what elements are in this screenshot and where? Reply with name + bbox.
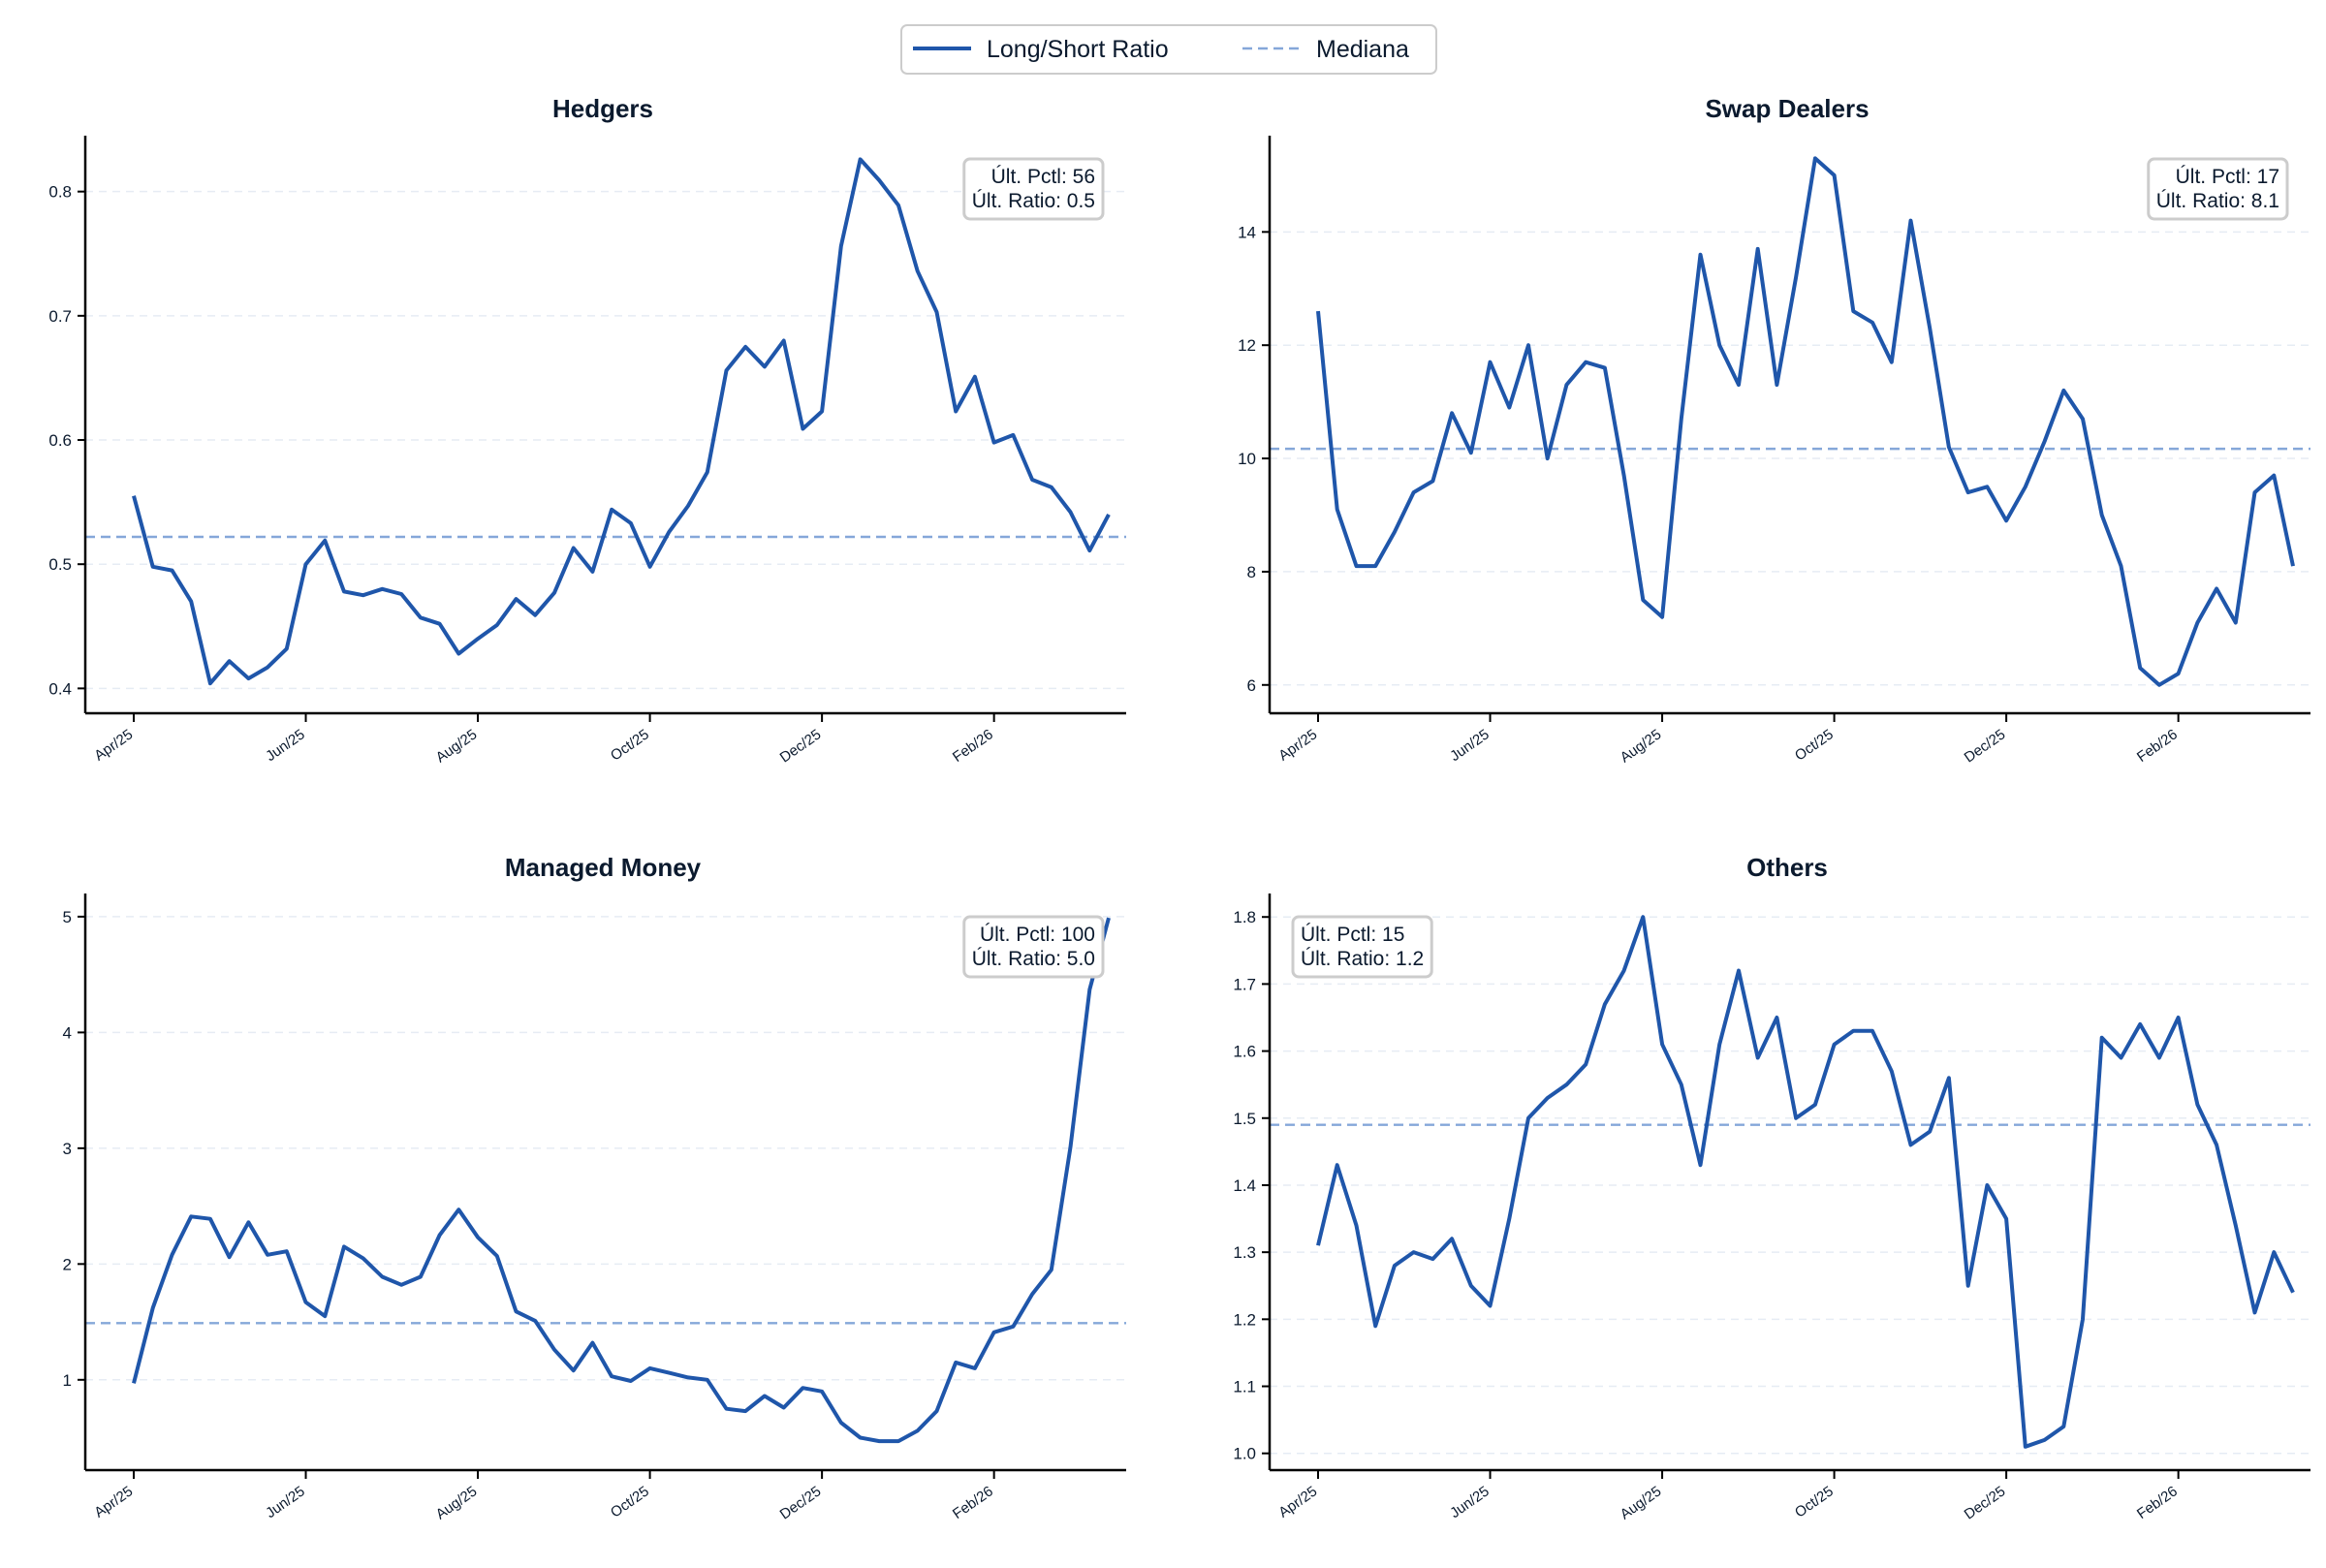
annotation-last-ratio: Últ. Ratio: 0.5 (972, 190, 1095, 212)
panel-title: Others (1746, 853, 1828, 882)
annotation-background (1291, 915, 1433, 979)
grid-lines (85, 190, 1126, 690)
series-line-long-short-ratio (132, 157, 1111, 686)
y-tick-label: 5 (63, 908, 72, 926)
panel-title: Swap Dealers (1705, 94, 1869, 123)
annotation-background (962, 915, 1105, 979)
legend-box (900, 24, 1437, 75)
series-line-long-short-ratio (1316, 915, 2295, 1449)
y-tick-label: 0.6 (48, 431, 72, 450)
y-tick-label: 2 (63, 1255, 72, 1273)
y-tick-label: 1.5 (1233, 1110, 1256, 1128)
y-tick-label: 14 (1238, 223, 1256, 241)
annotation-last-ratio: Últ. Ratio: 1.2 (1301, 948, 1424, 970)
y-tick-label: 1.6 (1233, 1043, 1256, 1061)
y-tick-label: 6 (1247, 676, 1256, 695)
y-tick-label: 1.8 (1233, 908, 1256, 926)
y-axis-ticks: 6 8 10 12 14 (1238, 223, 1270, 695)
y-tick-label: 10 (1238, 450, 1256, 468)
annotation-box: Últ. Pctl: 15 Últ. Ratio: 1.2 (1291, 915, 1433, 979)
panel-title: Managed Money (505, 853, 702, 882)
y-axis-ticks: 0.4 0.5 0.6 0.7 0.8 (48, 183, 85, 698)
annotation-last-percentile: Últ. Pctl: 17 (2176, 166, 2279, 188)
annotation-last-ratio: Últ. Ratio: 8.1 (2156, 190, 2279, 212)
series-line-long-short-ratio (132, 917, 1111, 1444)
y-tick-label: 1.3 (1233, 1243, 1256, 1262)
y-tick-label: 1.1 (1233, 1378, 1256, 1396)
y-tick-label: 0.5 (48, 555, 72, 574)
annotation-box: Últ. Pctl: 17 Últ. Ratio: 8.1 (2147, 157, 2289, 221)
y-tick-label: 0.7 (48, 307, 72, 326)
y-axis-ticks: 1 2 3 4 5 (63, 908, 85, 1390)
series-line-long-short-ratio (1316, 156, 2295, 687)
y-tick-label: 12 (1238, 336, 1256, 355)
y-tick-label: 3 (63, 1140, 72, 1158)
y-tick-label: 4 (63, 1023, 72, 1042)
legend-label-long-short-ratio: Long/Short Ratio (987, 36, 1169, 63)
y-tick-label: 8 (1247, 563, 1256, 581)
annotation-background (2147, 157, 2289, 221)
annotation-last-percentile: Últ. Pctl: 56 (991, 166, 1095, 188)
legend-label-mediana: Mediana (1316, 36, 1409, 63)
panel-title: Hedgers (552, 94, 653, 123)
y-tick-label: 1.4 (1233, 1176, 1256, 1195)
grid-lines (85, 916, 1126, 1381)
grid-lines (1270, 231, 2310, 686)
y-tick-label: 1.7 (1233, 975, 1256, 993)
y-tick-label: 0.4 (48, 679, 72, 698)
grid-lines (1270, 916, 2310, 1455)
annotation-box: Últ. Pctl: 56 Últ. Ratio: 0.5 (962, 157, 1105, 221)
annotation-box: Últ. Pctl: 100 Últ. Ratio: 5.0 (962, 915, 1105, 979)
y-tick-label: 1.2 (1233, 1310, 1256, 1329)
y-tick-label: 0.8 (48, 183, 72, 202)
annotation-last-ratio: Últ. Ratio: 5.0 (972, 948, 1095, 970)
y-tick-label: 1 (63, 1371, 72, 1390)
annotation-background (962, 157, 1105, 221)
legend: Long/Short Ratio Mediana (900, 24, 1437, 75)
y-axis-ticks: 1.0 1.1 1.2 1.3 1.4 1.5 1.6 1.7 1.8 (1233, 908, 1270, 1463)
annotation-last-percentile: Últ. Pctl: 15 (1301, 924, 1404, 946)
y-tick-label: 1.0 (1233, 1445, 1256, 1463)
annotation-last-percentile: Últ. Pctl: 100 (980, 924, 1095, 946)
